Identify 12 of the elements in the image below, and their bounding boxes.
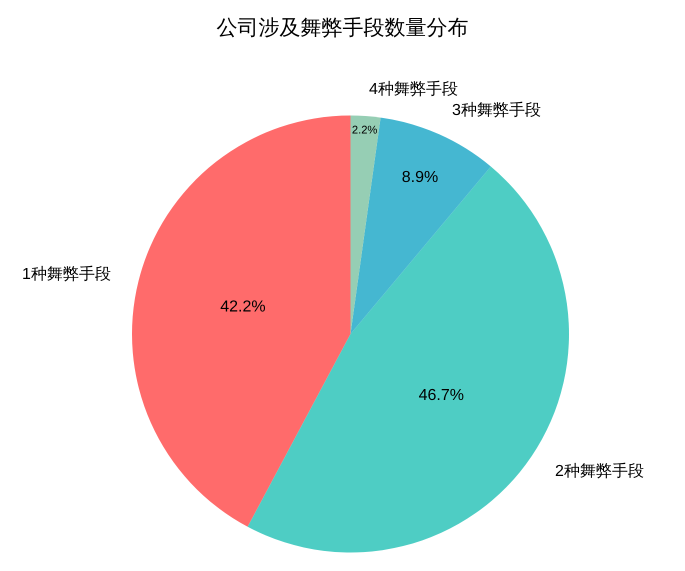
slice-label: 2种舞弊手段 (555, 462, 644, 480)
data-label: 46.7% (418, 386, 464, 404)
data-label: 42.2% (220, 298, 266, 316)
data-label: 2.2% (352, 124, 378, 136)
pie-slice (132, 116, 350, 527)
data-label: 8.9% (402, 168, 438, 186)
slice-label: 1种舞弊手段 (22, 265, 111, 283)
pie-slice (350, 116, 381, 334)
slice-label: 4种舞弊手段 (369, 80, 458, 98)
slice-label: 3种舞弊手段 (452, 101, 541, 119)
pie-slice (350, 118, 491, 334)
chart-title: 公司涉及舞弊手段数量分布 (216, 16, 468, 40)
